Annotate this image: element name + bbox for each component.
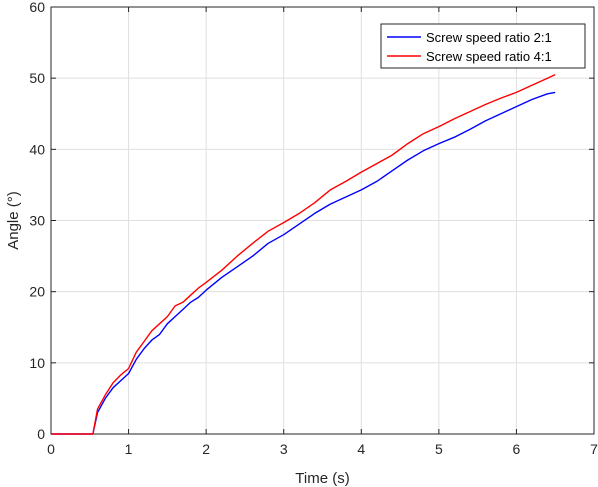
series-line-ratio-2-1	[51, 91, 556, 435]
y-axis-label: Angle (°)	[5, 191, 22, 250]
x-tick-label: 1	[125, 441, 133, 457]
legend-label-2-1: Screw speed ratio 2:1	[426, 30, 552, 45]
legend-label-4-1: Screw speed ratio 4:1	[426, 49, 552, 64]
y-tick-label: 60	[29, 0, 45, 15]
series-lines	[51, 73, 556, 435]
x-tick-label: 3	[280, 441, 288, 457]
x-tick-label: 0	[47, 441, 55, 457]
grid	[50, 6, 595, 435]
x-tick-label: 5	[435, 441, 443, 457]
x-tick-label: 6	[513, 441, 521, 457]
legend-box	[380, 23, 586, 69]
legend: Screw speed ratio 2:1 Screw speed ratio …	[380, 23, 586, 69]
y-tick-label: 10	[29, 355, 45, 371]
x-tick-label: 4	[357, 441, 365, 457]
x-axis-label: Time (s)	[295, 470, 349, 487]
y-tick-label: 30	[29, 213, 45, 229]
axis-ticks: 0 1 2 3 4 5 6 7 0 10 20 30 40 50 60	[29, 0, 598, 457]
series-line-ratio-4-1	[51, 73, 556, 435]
y-tick-label: 50	[29, 70, 45, 86]
y-tick-label: 40	[29, 141, 45, 157]
y-tick-label: 0	[37, 426, 45, 442]
x-tick-label: 7	[590, 441, 598, 457]
x-tick-label: 2	[202, 441, 210, 457]
y-tick-label: 20	[29, 284, 45, 300]
